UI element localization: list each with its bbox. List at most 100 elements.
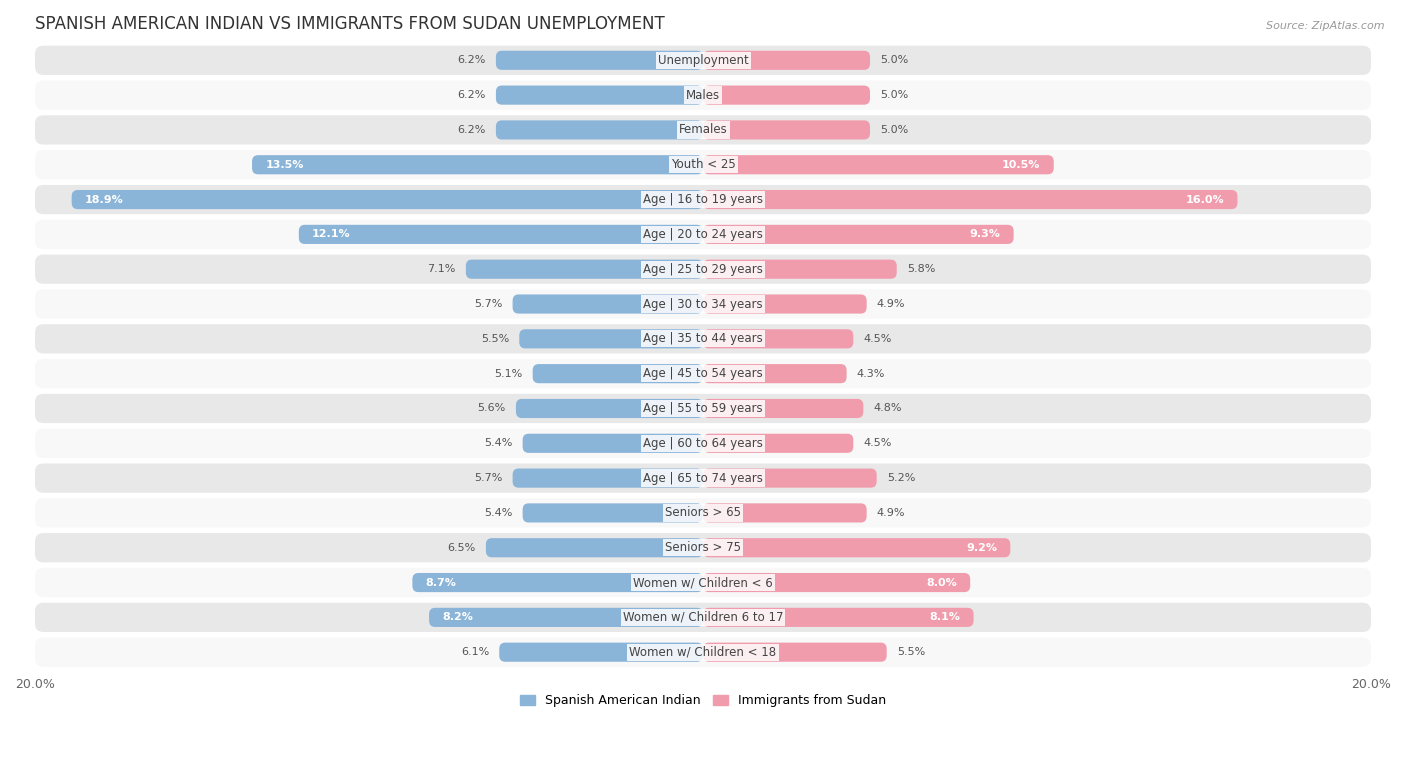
Text: 6.2%: 6.2% [457,90,486,100]
FancyBboxPatch shape [703,86,870,104]
FancyBboxPatch shape [513,294,703,313]
FancyBboxPatch shape [496,120,703,139]
Text: Age | 60 to 64 years: Age | 60 to 64 years [643,437,763,450]
FancyBboxPatch shape [523,503,703,522]
Text: 5.5%: 5.5% [897,647,925,657]
FancyBboxPatch shape [519,329,703,348]
Text: 8.0%: 8.0% [927,578,957,587]
Text: Women w/ Children < 18: Women w/ Children < 18 [630,646,776,659]
Text: Age | 65 to 74 years: Age | 65 to 74 years [643,472,763,484]
Text: 13.5%: 13.5% [266,160,304,170]
FancyBboxPatch shape [703,190,1237,209]
FancyBboxPatch shape [465,260,703,279]
FancyBboxPatch shape [496,51,703,70]
Text: Age | 35 to 44 years: Age | 35 to 44 years [643,332,763,345]
Legend: Spanish American Indian, Immigrants from Sudan: Spanish American Indian, Immigrants from… [520,694,886,707]
Text: 6.1%: 6.1% [461,647,489,657]
Text: 5.7%: 5.7% [474,299,502,309]
Text: Age | 16 to 19 years: Age | 16 to 19 years [643,193,763,206]
Text: 4.3%: 4.3% [856,369,884,378]
Text: 10.5%: 10.5% [1002,160,1040,170]
FancyBboxPatch shape [703,329,853,348]
Text: Males: Males [686,89,720,101]
FancyBboxPatch shape [299,225,703,244]
FancyBboxPatch shape [252,155,703,174]
Text: 4.9%: 4.9% [877,299,905,309]
FancyBboxPatch shape [429,608,703,627]
FancyBboxPatch shape [703,51,870,70]
FancyBboxPatch shape [35,185,1371,214]
Text: 4.5%: 4.5% [863,438,891,448]
Text: Age | 45 to 54 years: Age | 45 to 54 years [643,367,763,380]
FancyBboxPatch shape [703,503,866,522]
FancyBboxPatch shape [499,643,703,662]
Text: 5.7%: 5.7% [474,473,502,483]
Text: 5.8%: 5.8% [907,264,935,274]
Text: 4.9%: 4.9% [877,508,905,518]
Text: 5.0%: 5.0% [880,55,908,65]
FancyBboxPatch shape [703,294,866,313]
FancyBboxPatch shape [35,254,1371,284]
FancyBboxPatch shape [35,603,1371,632]
FancyBboxPatch shape [35,394,1371,423]
Text: Age | 30 to 34 years: Age | 30 to 34 years [643,298,763,310]
Text: 5.1%: 5.1% [495,369,523,378]
FancyBboxPatch shape [35,637,1371,667]
Text: Age | 25 to 29 years: Age | 25 to 29 years [643,263,763,276]
Text: 8.7%: 8.7% [426,578,457,587]
Text: 5.0%: 5.0% [880,125,908,135]
Text: 5.6%: 5.6% [478,403,506,413]
Text: 4.5%: 4.5% [863,334,891,344]
Text: 5.4%: 5.4% [484,438,513,448]
FancyBboxPatch shape [35,115,1371,145]
FancyBboxPatch shape [703,399,863,418]
Text: Age | 55 to 59 years: Age | 55 to 59 years [643,402,763,415]
Text: Age | 20 to 24 years: Age | 20 to 24 years [643,228,763,241]
FancyBboxPatch shape [35,80,1371,110]
FancyBboxPatch shape [703,469,877,488]
FancyBboxPatch shape [703,573,970,592]
Text: 6.2%: 6.2% [457,125,486,135]
Text: 5.0%: 5.0% [880,90,908,100]
FancyBboxPatch shape [703,120,870,139]
Text: SPANISH AMERICAN INDIAN VS IMMIGRANTS FROM SUDAN UNEMPLOYMENT: SPANISH AMERICAN INDIAN VS IMMIGRANTS FR… [35,15,665,33]
FancyBboxPatch shape [703,538,1011,557]
FancyBboxPatch shape [35,463,1371,493]
FancyBboxPatch shape [703,434,853,453]
Text: Females: Females [679,123,727,136]
FancyBboxPatch shape [513,469,703,488]
FancyBboxPatch shape [72,190,703,209]
Text: Source: ZipAtlas.com: Source: ZipAtlas.com [1267,21,1385,31]
FancyBboxPatch shape [35,220,1371,249]
Text: Seniors > 65: Seniors > 65 [665,506,741,519]
FancyBboxPatch shape [523,434,703,453]
FancyBboxPatch shape [703,260,897,279]
Text: 18.9%: 18.9% [84,195,124,204]
Text: 7.1%: 7.1% [427,264,456,274]
FancyBboxPatch shape [703,225,1014,244]
Text: 5.2%: 5.2% [887,473,915,483]
Text: 8.1%: 8.1% [929,612,960,622]
FancyBboxPatch shape [35,289,1371,319]
Text: 4.8%: 4.8% [873,403,901,413]
FancyBboxPatch shape [703,155,1053,174]
FancyBboxPatch shape [35,359,1371,388]
FancyBboxPatch shape [35,324,1371,354]
FancyBboxPatch shape [35,498,1371,528]
Text: 16.0%: 16.0% [1185,195,1225,204]
FancyBboxPatch shape [412,573,703,592]
FancyBboxPatch shape [516,399,703,418]
FancyBboxPatch shape [496,86,703,104]
Text: 9.2%: 9.2% [966,543,997,553]
Text: Unemployment: Unemployment [658,54,748,67]
Text: 6.2%: 6.2% [457,55,486,65]
FancyBboxPatch shape [703,608,973,627]
Text: 5.4%: 5.4% [484,508,513,518]
FancyBboxPatch shape [35,568,1371,597]
FancyBboxPatch shape [35,533,1371,562]
Text: 6.5%: 6.5% [447,543,475,553]
Text: Youth < 25: Youth < 25 [671,158,735,171]
FancyBboxPatch shape [35,45,1371,75]
FancyBboxPatch shape [35,428,1371,458]
Text: 12.1%: 12.1% [312,229,352,239]
